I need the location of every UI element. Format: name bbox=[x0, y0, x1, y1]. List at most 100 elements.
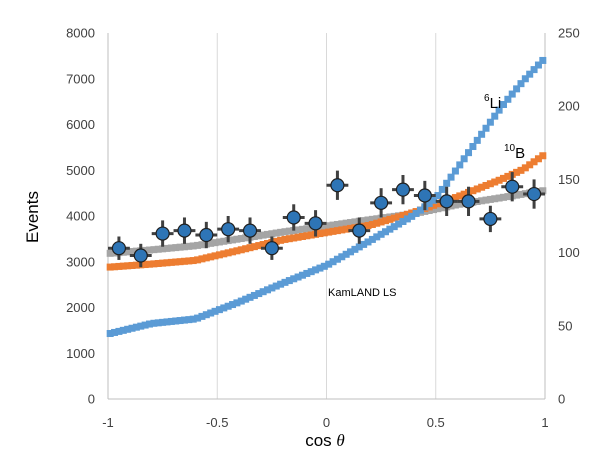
data-point bbox=[221, 222, 236, 237]
square-marker bbox=[434, 192, 442, 200]
square-marker bbox=[264, 286, 272, 294]
square-marker bbox=[176, 317, 184, 325]
square-marker bbox=[237, 246, 245, 254]
square-marker bbox=[180, 257, 188, 265]
square-marker bbox=[486, 195, 494, 203]
square-marker bbox=[163, 259, 171, 267]
square-marker bbox=[377, 214, 385, 222]
square-marker bbox=[111, 263, 119, 271]
square-marker bbox=[368, 235, 376, 243]
y-right-tick-label: 250 bbox=[558, 26, 580, 41]
square-marker bbox=[220, 237, 228, 245]
square-marker bbox=[146, 260, 154, 268]
data-point bbox=[461, 194, 476, 209]
square-marker bbox=[491, 112, 499, 120]
square-marker bbox=[539, 152, 547, 160]
square-marker bbox=[137, 322, 145, 330]
square-marker bbox=[451, 201, 459, 209]
square-marker bbox=[198, 255, 206, 263]
data-point bbox=[286, 210, 301, 225]
square-marker bbox=[534, 155, 542, 163]
data-points bbox=[108, 170, 545, 268]
square-marker bbox=[215, 306, 223, 314]
square-marker bbox=[395, 220, 403, 228]
square-marker bbox=[373, 215, 381, 223]
square-marker bbox=[242, 234, 250, 242]
y-right-tick-label: 0 bbox=[558, 392, 565, 407]
square-marker bbox=[159, 318, 167, 326]
y-left-tick-label: 5000 bbox=[66, 163, 95, 178]
square-marker bbox=[189, 242, 197, 250]
square-marker bbox=[106, 249, 114, 257]
data-marks bbox=[106, 56, 547, 338]
square-marker bbox=[233, 299, 241, 307]
square-marker bbox=[373, 219, 381, 227]
square-marker bbox=[499, 101, 507, 109]
data-point bbox=[264, 241, 279, 256]
square-marker bbox=[132, 323, 140, 331]
square-marker bbox=[316, 230, 324, 238]
square-marker bbox=[185, 316, 193, 324]
square-marker bbox=[290, 234, 298, 242]
square-marker bbox=[229, 248, 237, 256]
y-right-tick-label: 150 bbox=[558, 172, 580, 187]
square-marker bbox=[364, 238, 372, 246]
y-left-tick-label: 6000 bbox=[66, 117, 95, 132]
square-marker bbox=[106, 263, 114, 271]
square-marker bbox=[198, 312, 206, 320]
square-marker bbox=[491, 178, 499, 186]
data-point bbox=[155, 226, 170, 241]
x-axis-title-text: cos bbox=[305, 431, 331, 450]
square-marker bbox=[530, 66, 538, 74]
data-point bbox=[242, 223, 258, 238]
square-marker bbox=[115, 262, 123, 270]
square-marker bbox=[499, 193, 507, 201]
square-marker bbox=[460, 190, 468, 198]
y-right-tick-label: 50 bbox=[558, 318, 572, 333]
square-marker bbox=[381, 228, 389, 236]
square-marker bbox=[176, 258, 184, 266]
square-marker bbox=[456, 161, 464, 169]
square-marker bbox=[495, 106, 503, 114]
square-marker bbox=[395, 213, 403, 221]
square-marker bbox=[128, 248, 136, 256]
square-marker bbox=[325, 222, 333, 230]
data-point bbox=[308, 216, 323, 231]
data-point bbox=[111, 241, 127, 256]
kamland-annotation: KamLAND LS bbox=[328, 287, 396, 299]
square-marker bbox=[303, 232, 311, 240]
square-marker bbox=[185, 257, 193, 265]
square-marker bbox=[333, 255, 341, 263]
data-point bbox=[330, 178, 345, 193]
square-marker bbox=[504, 172, 512, 180]
series-label-b10: 10B bbox=[504, 143, 525, 162]
x-tick-label: -1 bbox=[102, 415, 114, 430]
square-marker bbox=[128, 324, 136, 332]
square-marker bbox=[320, 222, 328, 230]
x-tick-label: 1 bbox=[541, 415, 548, 430]
square-marker bbox=[329, 227, 337, 235]
square-marker bbox=[521, 75, 529, 83]
square-marker bbox=[438, 185, 446, 193]
square-marker bbox=[285, 227, 293, 235]
square-marker bbox=[220, 250, 228, 258]
square-marker bbox=[172, 258, 180, 266]
y-left-tick-label: 8000 bbox=[66, 26, 95, 41]
square-marker bbox=[154, 245, 162, 253]
series-label-li6: 6Li bbox=[484, 93, 501, 112]
square-marker bbox=[486, 180, 494, 188]
square-marker bbox=[150, 246, 158, 254]
square-marker bbox=[246, 293, 254, 301]
data-point bbox=[417, 188, 432, 203]
square-marker bbox=[338, 220, 346, 228]
square-marker bbox=[390, 214, 398, 222]
square-marker bbox=[180, 316, 188, 324]
square-marker bbox=[268, 230, 276, 238]
square-marker bbox=[132, 261, 140, 269]
square-marker bbox=[434, 200, 442, 208]
li6-symbol: Li bbox=[490, 95, 502, 112]
square-marker bbox=[333, 227, 341, 235]
data-point bbox=[374, 195, 389, 210]
square-marker bbox=[167, 244, 175, 252]
square-marker bbox=[478, 197, 486, 205]
